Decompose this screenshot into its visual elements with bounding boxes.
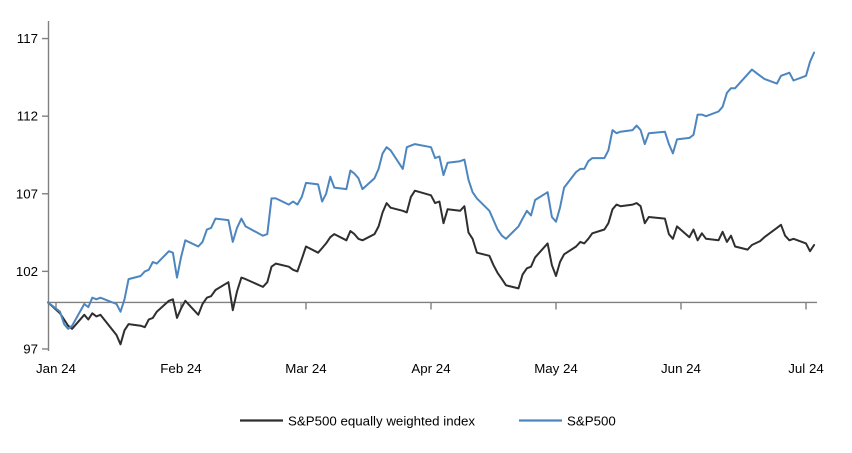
y-tick-label: 97 [23,341,38,356]
x-tick-label: Jan 24 [36,361,76,376]
x-axis-ticks [55,302,807,310]
sp500-equal-weight-line [47,189,816,346]
x-tick-label: Jun 24 [661,361,701,376]
y-tick-label: 107 [16,186,38,201]
series-lines [47,51,816,346]
legend-item-sp500: S&P500 [519,414,616,429]
x-tick-label: Jul 24 [788,361,823,376]
y-axis-ticks [42,37,49,350]
y-tick-label: 102 [16,264,38,279]
y-tick-label: 117 [17,31,38,46]
x-tick-label: May 24 [534,361,578,376]
legend: S&P500 equally weighted index S&P500 [240,414,616,429]
legend-label-sp500-equal-weight: S&P500 equally weighted index [288,414,475,429]
x-tick-label: Apr 24 [411,361,450,376]
x-axis-tick-labels: Jan 24 Feb 24 Mar 24 Apr 24 May 24 Jun 24 Jul … [36,361,824,376]
x-tick-label: Mar 24 [285,361,326,376]
legend-item-sp500-equal-weight: S&P500 equally weighted index [240,414,475,429]
sp500-line [47,51,816,330]
y-tick-label: 112 [17,109,38,124]
x-tick-label: Feb 24 [160,361,201,376]
y-axis-tick-labels: 97 102 107 112 117 [16,31,38,356]
legend-label-sp500: S&P500 [567,414,616,429]
